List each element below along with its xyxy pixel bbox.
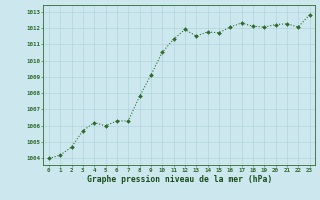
- X-axis label: Graphe pression niveau de la mer (hPa): Graphe pression niveau de la mer (hPa): [87, 175, 272, 184]
